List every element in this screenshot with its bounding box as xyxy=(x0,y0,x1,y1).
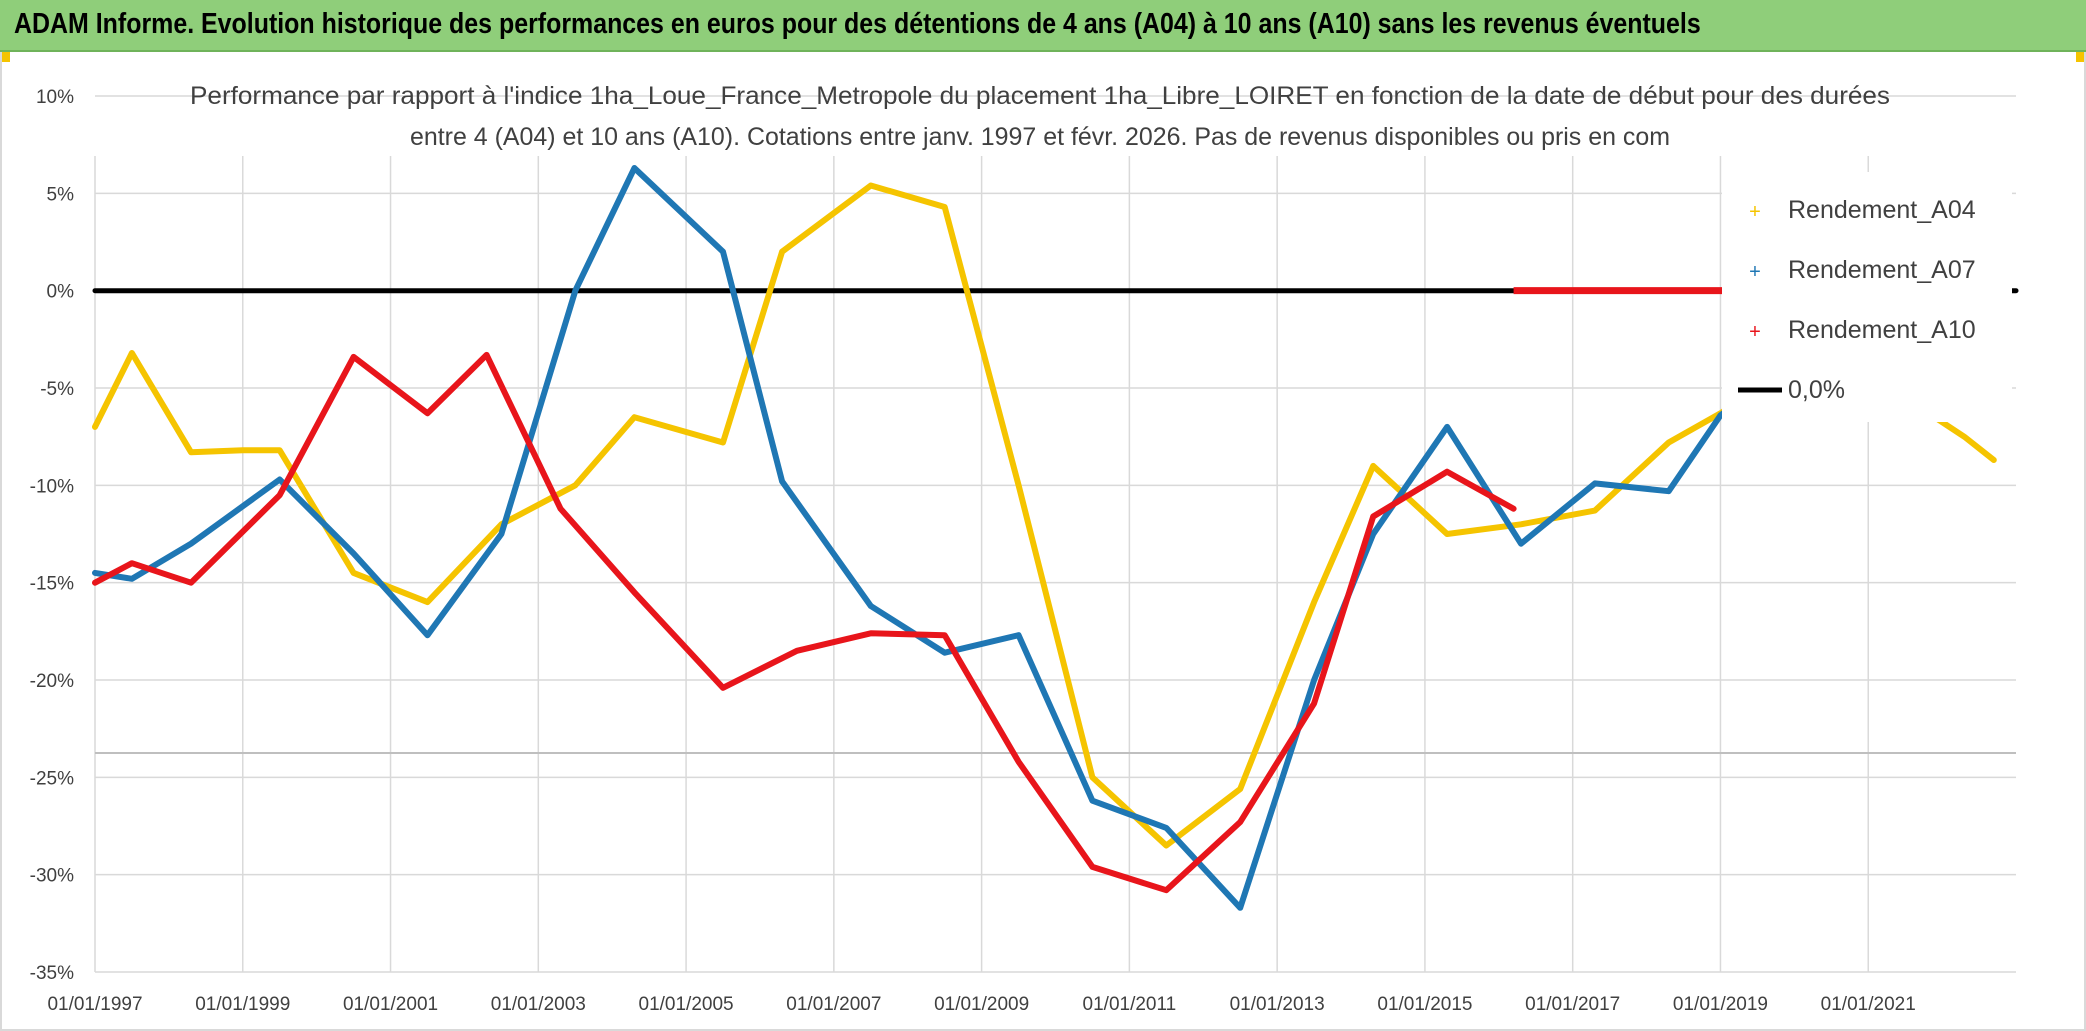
x-tick-label: 01/01/1997 xyxy=(47,994,142,1015)
x-axis-ticks: 01/01/1997 01/01/1999 01/01/2001 01/01/2003… xyxy=(47,994,1915,1015)
x-tick-label: 01/01/2013 xyxy=(1230,994,1325,1015)
x-tick-label: 01/01/2011 xyxy=(1083,994,1177,1015)
y-axis-ticks: 10% 5% 0% -5% -10% -15% -20% -25% -30% -35% xyxy=(30,87,74,984)
y-tick-label: 0% xyxy=(47,282,75,303)
legend: + Rendement_A04 + Rendement_A07 + Rendem… xyxy=(1722,172,2012,422)
series-line-a07 xyxy=(92,165,1761,911)
y-tick-label: 10% xyxy=(36,87,74,108)
x-tick-label: 01/01/2021 xyxy=(1821,994,1916,1015)
y-tick-label: -35% xyxy=(30,963,74,984)
legend-marker-a07: + xyxy=(1749,261,1761,283)
report-banner: ADAM Informe. Evolution historique des p… xyxy=(0,0,2086,52)
corner-mark-top-right xyxy=(2076,52,2086,62)
y-tick-label: -25% xyxy=(30,768,74,789)
report-title: ADAM Informe. Evolution historique des p… xyxy=(14,8,1701,40)
chart-title-line-2: entre 4 (A04) et 10 ans (A10). Cotations… xyxy=(410,123,1670,151)
y-tick-label: -20% xyxy=(30,671,74,692)
x-tick-label: 01/01/1999 xyxy=(195,994,290,1015)
x-tick-label: 01/01/2007 xyxy=(786,994,881,1015)
legend-marker-a10: + xyxy=(1749,321,1761,343)
chart-frame xyxy=(0,52,2086,1031)
series-line-a10 xyxy=(92,351,1517,894)
y-tick-label: -30% xyxy=(30,866,74,887)
chart-title-line-1: Performance par rapport à l'indice 1ha_L… xyxy=(190,82,1890,110)
y-tick-label: -15% xyxy=(30,574,74,595)
legend-label-a04: Rendement_A04 xyxy=(1788,196,1976,224)
legend-label-a07: Rendement_A07 xyxy=(1788,256,1976,284)
y-tick-label: -10% xyxy=(30,476,74,497)
x-tick-label: 01/01/2019 xyxy=(1673,994,1768,1015)
x-tick-label: 01/01/2005 xyxy=(639,994,734,1015)
legend-background xyxy=(1722,172,2012,422)
x-tick-label: 01/01/2003 xyxy=(491,994,586,1015)
series-line-a04 xyxy=(92,182,1997,849)
legend-label-zero: 0,0% xyxy=(1788,376,1845,404)
x-tick-label: 01/01/2009 xyxy=(934,994,1029,1015)
y-tick-label: 5% xyxy=(47,184,75,205)
x-tick-label: 01/01/2001 xyxy=(343,994,438,1015)
x-tick-label: 01/01/2015 xyxy=(1377,994,1472,1015)
x-tick-label: 01/01/2017 xyxy=(1525,994,1620,1015)
legend-label-a10: Rendement_A10 xyxy=(1788,316,1976,344)
y-tick-label: -5% xyxy=(40,379,74,400)
corner-mark-top-left xyxy=(0,52,10,62)
legend-marker-a04: + xyxy=(1749,201,1761,223)
